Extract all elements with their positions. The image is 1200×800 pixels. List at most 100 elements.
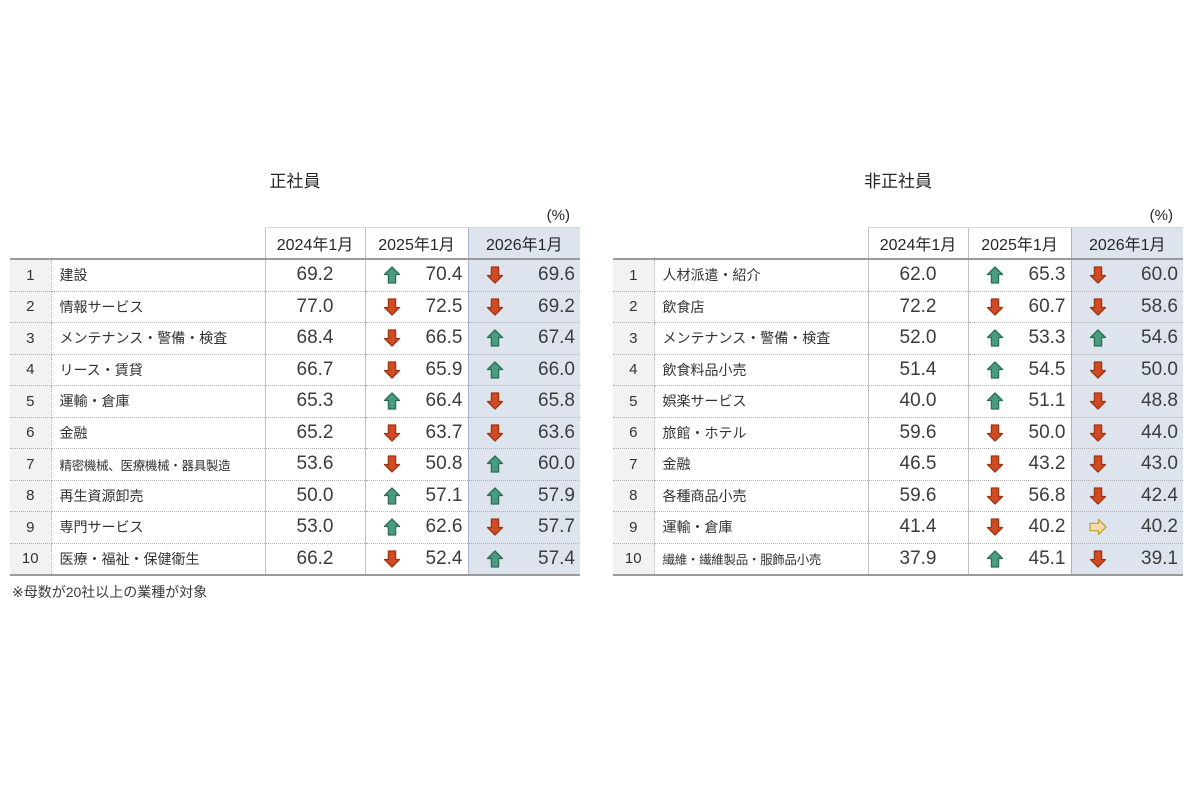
value-2024-cell: 65.3 bbox=[264, 385, 365, 418]
value-2026-cell: 43.0 bbox=[1070, 448, 1183, 481]
value-2026-cell: 57.7 bbox=[467, 511, 580, 544]
rank-cell: 1 bbox=[613, 259, 655, 292]
value-2025-cell: 70.4 bbox=[364, 259, 468, 292]
rank-cell: 7 bbox=[613, 448, 655, 481]
value-2025-number: 60.7 bbox=[1028, 295, 1066, 317]
value-2026-cell: 66.0 bbox=[467, 354, 580, 386]
table-row: 1 人材派遣・紹介 62.0 65.3 60.0 bbox=[613, 259, 1183, 292]
column-header-2024: 2024年1月 bbox=[264, 227, 365, 260]
value-2026-cell: 65.8 bbox=[467, 385, 580, 418]
trend-down-arrow-icon bbox=[382, 360, 402, 380]
trend-flat-arrow-icon bbox=[1088, 517, 1108, 537]
value-2026-number: 57.7 bbox=[538, 516, 575, 538]
industry-name-cell: 繊維・繊維製品・服飾品小売 bbox=[654, 543, 868, 576]
industry-name-cell: 金融 bbox=[654, 448, 868, 481]
trend-up-arrow-icon bbox=[382, 265, 402, 285]
trend-down-arrow-icon bbox=[985, 517, 1005, 537]
value-2026-number: 39.1 bbox=[1141, 547, 1178, 569]
value-2025-number: 65.9 bbox=[425, 358, 463, 380]
industry-name-cell: リース・賃貸 bbox=[51, 354, 265, 386]
table-row: 5 娯楽サービス 40.0 51.1 48.8 bbox=[613, 385, 1183, 418]
trend-down-arrow-icon bbox=[382, 454, 402, 474]
value-2024-cell: 65.2 bbox=[264, 417, 365, 449]
industry-name-cell: 精密機械、医療機械・器具製造 bbox=[51, 448, 265, 481]
trend-down-arrow-icon bbox=[382, 423, 402, 443]
value-2026-number: 66.0 bbox=[538, 358, 575, 380]
column-header-2025: 2025年1月 bbox=[364, 227, 468, 260]
value-2026-cell: 63.6 bbox=[467, 417, 580, 449]
table-title: 正社員 bbox=[269, 172, 321, 191]
column-header-2025: 2025年1月 bbox=[967, 227, 1071, 260]
value-2026-number: 42.4 bbox=[1141, 484, 1178, 506]
value-2025-number: 72.5 bbox=[425, 295, 463, 317]
trend-down-arrow-icon bbox=[1088, 486, 1108, 506]
value-2026-cell: 48.8 bbox=[1070, 385, 1183, 418]
value-2025-cell: 66.4 bbox=[364, 385, 468, 418]
value-2025-cell: 43.2 bbox=[967, 448, 1071, 481]
table-row: 2 飲食店 72.2 60.7 58.6 bbox=[613, 291, 1183, 323]
value-2025-number: 40.2 bbox=[1028, 516, 1066, 538]
value-2025-number: 66.5 bbox=[425, 327, 463, 349]
value-2025-number: 53.3 bbox=[1028, 327, 1066, 349]
footnote bbox=[613, 582, 1183, 600]
value-2026-number: 57.9 bbox=[538, 484, 575, 506]
value-2024-cell: 52.0 bbox=[867, 322, 968, 355]
industry-name-cell: 各種商品小売 bbox=[654, 480, 868, 512]
nonregular-employees-table-block: 非正社員 (%) 2024年1月 2025年1月 2026年1月 1 人材派遣・… bbox=[613, 170, 1183, 600]
value-2025-number: 63.7 bbox=[425, 421, 463, 443]
value-2024-cell: 50.0 bbox=[264, 480, 365, 512]
value-2026-cell: 44.0 bbox=[1070, 417, 1183, 449]
trend-up-arrow-icon bbox=[382, 486, 402, 506]
industry-name-cell: 運輸・倉庫 bbox=[51, 385, 265, 418]
value-2025-number: 66.4 bbox=[425, 390, 463, 412]
value-2024-cell: 40.0 bbox=[867, 385, 968, 418]
column-header-2024: 2024年1月 bbox=[867, 227, 968, 260]
trend-down-arrow-icon bbox=[382, 328, 402, 348]
table-row: 4 リース・賃貸 66.7 65.9 66.0 bbox=[10, 354, 580, 386]
table-row: 5 運輸・倉庫 65.3 66.4 65.8 bbox=[10, 385, 580, 418]
value-2026-cell: 39.1 bbox=[1070, 543, 1183, 576]
value-2025-number: 50.8 bbox=[425, 453, 463, 475]
value-2025-number: 50.0 bbox=[1028, 421, 1066, 443]
value-2025-cell: 62.6 bbox=[364, 511, 468, 544]
industry-name-cell: 建設 bbox=[51, 259, 265, 292]
value-2025-cell: 65.9 bbox=[364, 354, 468, 386]
value-2025-cell: 57.1 bbox=[364, 480, 468, 512]
value-2026-number: 63.6 bbox=[538, 421, 575, 443]
industry-name-cell: 旅館・ホテル bbox=[654, 417, 868, 449]
value-2026-number: 69.2 bbox=[538, 295, 575, 317]
value-2025-number: 51.1 bbox=[1028, 390, 1066, 412]
value-2024-cell: 66.7 bbox=[264, 354, 365, 386]
industry-name-cell: 専門サービス bbox=[51, 511, 265, 544]
regular-employees-table-block: 正社員 (%) 2024年1月 2025年1月 2026年1月 1 建設 69.… bbox=[10, 170, 580, 602]
rank-header-blank bbox=[613, 227, 654, 260]
header-row: 2024年1月 2025年1月 2026年1月 bbox=[10, 227, 580, 260]
value-2024-cell: 66.2 bbox=[264, 543, 365, 576]
percent-unit-label: (%) bbox=[1149, 207, 1173, 224]
trend-up-arrow-icon bbox=[382, 391, 402, 411]
industry-name-cell: 医療・福祉・保健衛生 bbox=[51, 543, 265, 576]
industry-name-cell: 飲食店 bbox=[654, 291, 868, 323]
industry-name-cell: メンテナンス・警備・検査 bbox=[654, 322, 868, 355]
trend-down-arrow-icon bbox=[985, 486, 1005, 506]
trend-up-arrow-icon bbox=[985, 549, 1005, 569]
table-row: 10 医療・福祉・保健衛生 66.2 52.4 57.4 bbox=[10, 543, 580, 576]
trend-up-arrow-icon bbox=[485, 360, 505, 380]
table-title: 非正社員 bbox=[864, 172, 932, 191]
trend-down-arrow-icon bbox=[1088, 391, 1108, 411]
rank-cell: 2 bbox=[613, 291, 655, 323]
rank-cell: 8 bbox=[10, 480, 52, 512]
trend-down-arrow-icon bbox=[485, 297, 505, 317]
rank-cell: 7 bbox=[10, 448, 52, 481]
value-2025-cell: 63.7 bbox=[364, 417, 468, 449]
value-2026-cell: 42.4 bbox=[1070, 480, 1183, 512]
trend-up-arrow-icon bbox=[485, 549, 505, 569]
rank-cell: 3 bbox=[613, 322, 655, 355]
value-2025-number: 45.1 bbox=[1028, 547, 1066, 569]
value-2025-cell: 51.1 bbox=[967, 385, 1071, 418]
table-row: 8 再生資源卸売 50.0 57.1 57.9 bbox=[10, 480, 580, 512]
table-row: 8 各種商品小売 59.6 56.8 42.4 bbox=[613, 480, 1183, 512]
rank-cell: 4 bbox=[613, 354, 655, 386]
industry-name-cell: 飲食料品小売 bbox=[654, 354, 868, 386]
